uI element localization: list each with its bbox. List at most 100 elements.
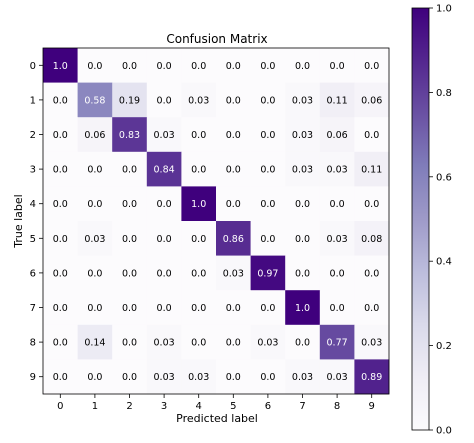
heatmap-cell-r1-c5 (216, 82, 251, 118)
heatmap-cell-r4-c0 (43, 186, 78, 222)
cell-label-r3-c3: 0.84 (154, 165, 175, 176)
heatmap-cell-r0-c5 (216, 48, 251, 83)
cell-label-r2-c6: 0.0 (260, 130, 275, 141)
x-tick-label-5: 5 (230, 401, 236, 412)
heatmap-cell-r4-c5 (216, 186, 251, 222)
cell-label-r5-c3: 0.0 (157, 234, 172, 245)
heatmap-cell-r0-c0 (43, 48, 78, 83)
heatmap-cell-r7-c1 (77, 290, 113, 326)
heatmap-cell-r2-c6 (250, 117, 286, 153)
heatmap-cell-r4-c6 (250, 186, 286, 222)
heatmap-cell-r6-c1 (77, 255, 113, 291)
heatmap-cell-r0-c3 (146, 48, 182, 83)
heatmap-cell-r9-c0 (43, 359, 78, 395)
heatmap-cell-r8-c0 (43, 324, 78, 360)
cell-label-r2-c2: 0.83 (119, 130, 140, 141)
x-axis-label: Predicted label (176, 412, 258, 425)
heatmap-cell-r1-c6 (250, 82, 286, 118)
cell-label-r8-c1: 0.14 (84, 338, 105, 349)
cell-label-r0-c5: 0.0 (226, 61, 241, 72)
cell-label-r0-c7: 0.0 (295, 61, 310, 72)
heatmap-cell-r1-c4 (181, 82, 217, 118)
cell-label-r6-c8: 0.0 (330, 268, 345, 279)
cell-label-r7-c8: 0.0 (330, 303, 345, 314)
heatmap-cell-r0-c9 (354, 48, 390, 83)
heatmap-cell-r5-c1 (77, 221, 113, 256)
heatmap-cell-r3-c2 (112, 151, 148, 187)
cell-label-r7-c5: 0.0 (226, 303, 241, 314)
cell-label-r2-c9: 0.0 (364, 130, 379, 141)
heatmap-cell-r8-c8 (319, 324, 355, 360)
colorbar-tick-label-2: 0.4 (436, 257, 452, 268)
x-axis-ticks: 0 1 2 3 4 5 6 7 8 9 (57, 394, 375, 412)
heatmap-cell-r5-c4 (181, 221, 217, 256)
cell-label-r4-c8: 0.0 (330, 199, 345, 210)
cell-label-r0-c8: 0.0 (330, 61, 345, 72)
cell-label-r2-c4: 0.0 (191, 130, 206, 141)
heatmap-cell-r3-c4 (181, 151, 217, 187)
heatmap-cell-r7-c5 (216, 290, 251, 326)
cell-label-r1-c3: 0.0 (157, 95, 172, 106)
heatmap-cell-r7-c3 (146, 290, 182, 326)
heatmap-cell-r9-c3 (146, 359, 182, 395)
cell-label-r4-c0: 0.0 (53, 199, 68, 210)
cell-label-r0-c3: 0.0 (157, 61, 172, 72)
heatmap-cell-r3-c6 (250, 151, 286, 187)
cell-label-r3-c5: 0.0 (226, 165, 241, 176)
heatmap-cell-r2-c0 (43, 117, 78, 153)
x-tick-label-3: 3 (161, 401, 167, 412)
heatmap-cell-r6-c2 (112, 255, 148, 291)
heatmap-cell-r4-c4 (181, 186, 217, 222)
heatmap-cell-r9-c8 (319, 359, 355, 395)
heatmap-cell-r1-c7 (285, 82, 321, 118)
heatmap-cell-r0-c2 (112, 48, 148, 83)
cell-label-r6-c2: 0.0 (122, 268, 137, 279)
cell-label-r5-c8: 0.03 (327, 234, 348, 245)
cell-label-r9-c6: 0.0 (260, 372, 275, 383)
heatmap-cell-r1-c2 (112, 82, 148, 118)
heatmap-cell-r7-c2 (112, 290, 148, 326)
cell-label-r8-c4: 0.0 (191, 338, 206, 349)
cell-label-r5-c1: 0.03 (84, 234, 105, 245)
y-tick-label-2: 2 (30, 130, 36, 141)
heatmap-cell-r9-c4 (181, 359, 217, 395)
cell-label-r9-c4: 0.03 (188, 372, 209, 383)
cell-label-r9-c7: 0.03 (292, 372, 313, 383)
heatmap-cell-r3-c7 (285, 151, 321, 187)
y-tick-label-1: 1 (30, 95, 36, 106)
y-tick-label-0: 0 (30, 61, 36, 72)
cell-label-r5-c9: 0.08 (361, 234, 382, 245)
colorbar-tick-label-5: 1.0 (436, 4, 452, 15)
x-tick-label-0: 0 (57, 401, 63, 412)
heatmap-cell-r2-c8 (319, 117, 355, 153)
heatmap-cell-r0-c4 (181, 48, 217, 83)
cell-label-r6-c6: 0.97 (257, 268, 278, 279)
heatmap-cell-r7-c7 (285, 290, 321, 326)
colorbar-tick-label-4: 0.8 (436, 88, 452, 99)
x-tick-label-2: 2 (126, 401, 132, 412)
cell-label-r3-c2: 0.0 (122, 165, 137, 176)
colorbar-ticks: 0.0 0.2 0.4 0.6 0.8 1.0 (429, 4, 452, 437)
cell-label-r8-c8: 0.77 (327, 338, 348, 349)
cell-label-r9-c2: 0.0 (122, 372, 137, 383)
heatmap-cell-r4-c8 (319, 186, 355, 222)
cell-label-r9-c3: 0.03 (154, 372, 175, 383)
cell-label-r7-c7: 1.0 (295, 303, 310, 314)
heatmap-cell-r1-c3 (146, 82, 182, 118)
cell-label-r8-c0: 0.0 (53, 338, 68, 349)
cell-label-r8-c6: 0.03 (257, 338, 278, 349)
colorbar (411, 7, 430, 431)
cell-label-r5-c0: 0.0 (53, 234, 68, 245)
cell-label-r4-c2: 0.0 (122, 199, 137, 210)
cell-label-r4-c5: 0.0 (226, 199, 241, 210)
heatmap-cell-r2-c2 (112, 117, 148, 153)
cell-labels: 1.0 0.0 0.0 0.0 0.0 0.0 0.0 0.0 0.0 0.0 0.0 0.58 0.1… (53, 61, 383, 383)
heatmap-cell-r7-c4 (181, 290, 217, 326)
x-tick-label-9: 9 (369, 401, 375, 412)
cell-label-r7-c9: 0.0 (364, 303, 379, 314)
heatmap-cell-r5-c3 (146, 221, 182, 256)
heatmap-cells (43, 48, 390, 395)
x-tick-label-6: 6 (265, 401, 271, 412)
heatmap-cell-r3-c0 (43, 151, 78, 187)
cell-label-r5-c7: 0.0 (295, 234, 310, 245)
